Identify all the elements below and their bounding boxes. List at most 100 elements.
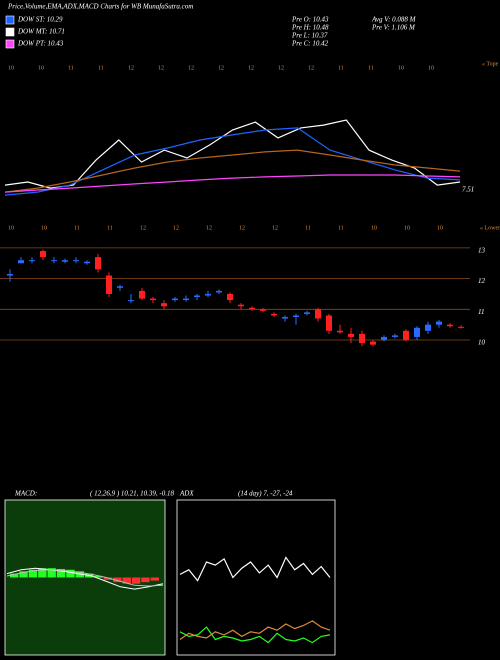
candle-body — [337, 330, 343, 333]
candle-body — [392, 335, 398, 337]
date-label: 11 — [74, 225, 80, 231]
date-label: 10 — [38, 65, 44, 71]
date-label: 10 — [8, 65, 14, 71]
series-line — [6, 567, 164, 590]
date-label: 11 — [368, 65, 374, 71]
date-label: 12 — [272, 225, 278, 231]
candle-body — [227, 293, 233, 301]
histogram-bar — [66, 569, 75, 578]
date-label: 12 — [278, 65, 284, 71]
candle-body — [95, 257, 101, 270]
legend-label: DOW MT: 10.71 — [17, 28, 65, 36]
info-text: Pre O: 10.43 — [291, 16, 329, 24]
info-text: Pre C: 10.42 — [291, 40, 329, 48]
date-label: 12 — [188, 65, 194, 71]
candle-body — [271, 313, 277, 316]
annotation: 7.51 — [462, 186, 474, 194]
candle-body — [128, 300, 134, 302]
histogram-bar — [103, 577, 113, 580]
candle-body — [315, 309, 321, 319]
legend-label: DOW ST: 10.29 — [17, 16, 63, 24]
page-title: Price,Volume,EMA,ADX,MACD Charts for WB … — [7, 3, 193, 11]
candle-body — [282, 316, 288, 319]
histogram-bar — [94, 575, 103, 578]
date-label: 11 — [305, 225, 311, 231]
date-label: 10 — [428, 65, 434, 71]
candle-body — [359, 333, 365, 344]
candle-body — [18, 260, 24, 264]
candle-body — [84, 261, 90, 264]
candle-body — [381, 336, 387, 341]
y-tick-label: 10 — [478, 339, 486, 347]
y-tick-label: 13 — [478, 247, 486, 255]
date-label: 12 — [158, 65, 164, 71]
date-label: 12 — [308, 65, 314, 71]
candle-body — [304, 312, 310, 314]
series-line — [4, 149, 461, 193]
candle-body — [348, 333, 354, 337]
info-text: Avg V: 0.088 M — [371, 16, 417, 24]
panel-params: (14 day) 7, -27, -24 — [238, 490, 293, 498]
candle-body — [249, 307, 255, 310]
candle-body — [150, 298, 156, 301]
candle-body — [183, 298, 189, 301]
candle-body — [62, 260, 68, 262]
candle-body — [293, 315, 299, 317]
candle-body — [447, 324, 453, 327]
legend-swatch — [5, 27, 15, 37]
candle-body — [29, 260, 35, 262]
candle-body — [161, 303, 167, 307]
histogram-bar — [47, 568, 56, 578]
date-label: 11 — [107, 225, 113, 231]
candle-body — [370, 341, 376, 345]
date-label: 12 — [140, 225, 146, 231]
date-label: 12 — [218, 65, 224, 71]
date-label: 10 — [404, 225, 410, 231]
series-line — [179, 620, 331, 640]
candle-body — [414, 327, 420, 337]
date-label: 10 — [8, 225, 14, 231]
date-label: 12 — [206, 225, 212, 231]
histogram-bar — [131, 577, 141, 584]
y-tick-label: 12 — [478, 277, 486, 285]
candle-body — [194, 295, 200, 298]
series-line — [4, 174, 461, 193]
date-label: 11 — [98, 65, 104, 71]
candle-body — [117, 286, 123, 288]
date-label: 10 — [41, 225, 47, 231]
histogram-bar — [141, 577, 150, 583]
candle-body — [7, 274, 13, 276]
candle-body — [260, 309, 266, 311]
candle-body — [40, 250, 46, 258]
panel-title: MACD: — [14, 490, 37, 498]
candle-body — [326, 315, 332, 331]
histogram-bar — [10, 573, 19, 578]
histogram-bar — [28, 569, 38, 578]
histogram-bar — [113, 577, 122, 583]
date-label: 10 — [437, 225, 443, 231]
candle-body — [238, 304, 244, 307]
series-line — [4, 119, 461, 189]
candle-body — [216, 290, 222, 293]
legend-label: DOW PT: 10.43 — [17, 40, 64, 48]
candle-body — [425, 324, 431, 331]
date-label: 10 — [398, 65, 404, 71]
info-text: Pre H: 10.48 — [291, 24, 329, 32]
candle-body — [106, 275, 112, 294]
candle-body — [73, 260, 79, 262]
legend-swatch — [5, 15, 15, 25]
histogram-bar — [122, 577, 131, 584]
panel-title: ADX — [179, 490, 194, 498]
histogram-bar — [150, 577, 159, 581]
candle-body — [51, 260, 57, 262]
histogram-bar — [38, 568, 47, 578]
date-label: 12 — [173, 225, 179, 231]
candle-body — [458, 326, 464, 328]
y-tick-label: 11 — [478, 308, 484, 316]
date-label: 11 — [338, 65, 344, 71]
date-label: 11 — [338, 225, 344, 231]
panel-params: ( 12,26,9 ) 10.21, 10.39, -0.18 — [90, 490, 174, 498]
candle-body — [139, 290, 145, 299]
corner-label: « Tope — [482, 61, 499, 67]
